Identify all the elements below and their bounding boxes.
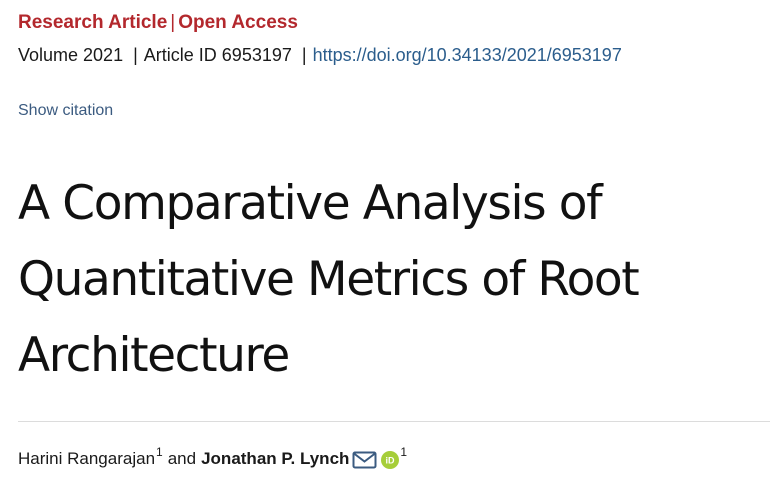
article-type-label: Research Article [18,12,168,33]
author-affiliation: 1 [400,445,408,459]
open-access-label: Open Access [178,12,298,33]
meta-separator: | [301,45,307,65]
meta-separator: | [133,45,138,65]
author-conjunction: and [167,449,197,468]
article-title: A Comparative Analysis of Quantitative M… [18,176,640,383]
article-meta-line: Volume 2021 | Article ID 6953197 | https://d… [18,45,622,66]
corresponding-author-name[interactable]: Jonathan P. Lynch [201,449,350,468]
author-list: Harini Rangarajan 1 and Jonathan P. Lynch… [18,445,407,469]
author-affiliation: 1 [156,445,163,459]
mail-icon[interactable] [352,451,377,469]
orcid-icon[interactable]: iD [381,451,400,469]
article-id-label: Article ID 6953197 [143,45,292,65]
divider [18,421,770,422]
svg-text:iD: iD [386,456,396,466]
show-citation-button[interactable]: Show citation [18,102,114,119]
doi-link[interactable]: https://doi.org/10.34133/2021/6953197 [312,45,622,65]
article-type-separator: | [170,12,176,33]
author-name[interactable]: Harini Rangarajan [18,449,156,468]
volume-label: Volume 2021 [18,45,124,65]
article-header: Research Article | Open Access Volume 2021… [18,0,770,480]
article-type-line: Research Article | Open Access [18,12,298,34]
